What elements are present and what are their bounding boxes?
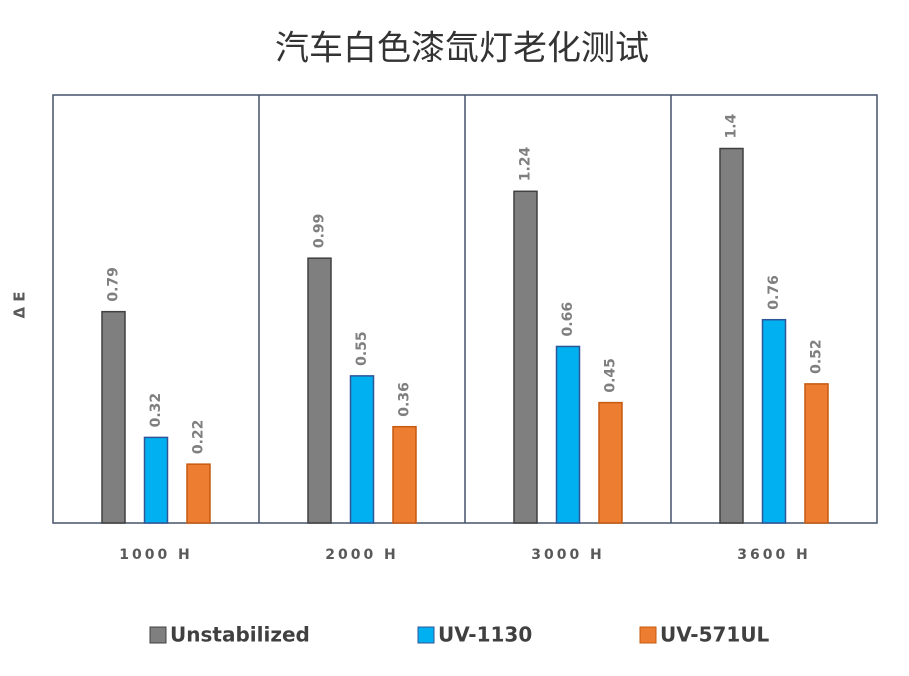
bar	[349, 375, 375, 524]
bar	[598, 401, 623, 524]
legend-swatch	[149, 626, 167, 644]
bar	[804, 383, 829, 524]
data-label: 0.55	[354, 331, 370, 366]
data-label: 1.24	[518, 146, 534, 181]
data-label: 0.36	[397, 382, 413, 417]
bar	[186, 463, 211, 524]
x-tick-label: 3600 H	[737, 547, 811, 563]
bar	[143, 436, 169, 524]
bar	[719, 147, 744, 524]
data-label: 1.4	[724, 113, 740, 138]
chart-title: 汽车白色漆氙灯老化测试	[275, 29, 649, 69]
data-label: 0.79	[106, 267, 122, 302]
bar	[555, 345, 581, 524]
bar	[101, 310, 126, 524]
legend-label: UV-571UL	[660, 623, 770, 647]
data-label: 0.22	[191, 420, 207, 455]
bar	[761, 318, 787, 524]
data-label: 0.99	[312, 214, 328, 249]
y-axis-label: Δ E	[11, 291, 29, 318]
data-label: 0.32	[148, 393, 164, 428]
legend-swatch	[639, 626, 657, 644]
data-label: 0.45	[603, 358, 619, 393]
legend-label: Unstabilized	[170, 623, 310, 647]
x-tick-label: 3000 H	[531, 547, 605, 563]
data-label: 0.66	[560, 302, 576, 337]
legend-swatch	[417, 626, 435, 644]
bar	[513, 190, 538, 524]
legend-label: UV-1130	[438, 623, 532, 647]
x-tick-label: 1000 H	[119, 547, 193, 563]
bar	[392, 425, 417, 524]
data-label: 0.52	[809, 339, 825, 374]
bar	[307, 257, 332, 524]
x-tick-label: 2000 H	[325, 547, 399, 563]
data-label: 0.76	[766, 275, 782, 310]
